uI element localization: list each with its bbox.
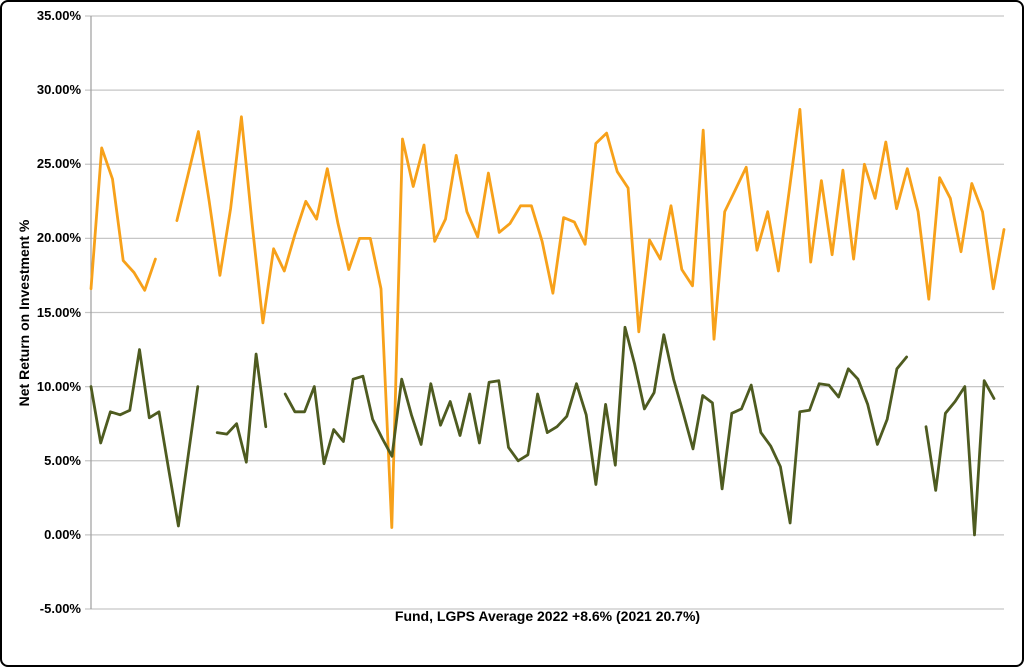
y-tick-label: 30.00% bbox=[36, 82, 81, 98]
y-tick-label: 25.00% bbox=[36, 156, 81, 172]
y-tick-label: 15.00% bbox=[36, 304, 81, 320]
gridlines bbox=[85, 15, 1004, 610]
x-axis-title: Fund, LGPS Average 2022 +8.6% (2021 20.7… bbox=[394, 608, 701, 624]
y-tick-label: 0.00% bbox=[44, 526, 81, 542]
y-tick-label: 10.00% bbox=[36, 378, 81, 394]
y-tick-label: 35.00% bbox=[36, 8, 81, 23]
y-tick-label: 5.00% bbox=[44, 452, 81, 468]
series-lines bbox=[89, 108, 1006, 537]
y-tick-label: -5.00% bbox=[39, 601, 81, 616]
series-line-2022 bbox=[89, 325, 996, 537]
series-line-2021 bbox=[89, 108, 1006, 529]
y-tick-label: 20.00% bbox=[36, 230, 81, 246]
y-axis-title: Net Return on Investment % bbox=[16, 219, 32, 407]
